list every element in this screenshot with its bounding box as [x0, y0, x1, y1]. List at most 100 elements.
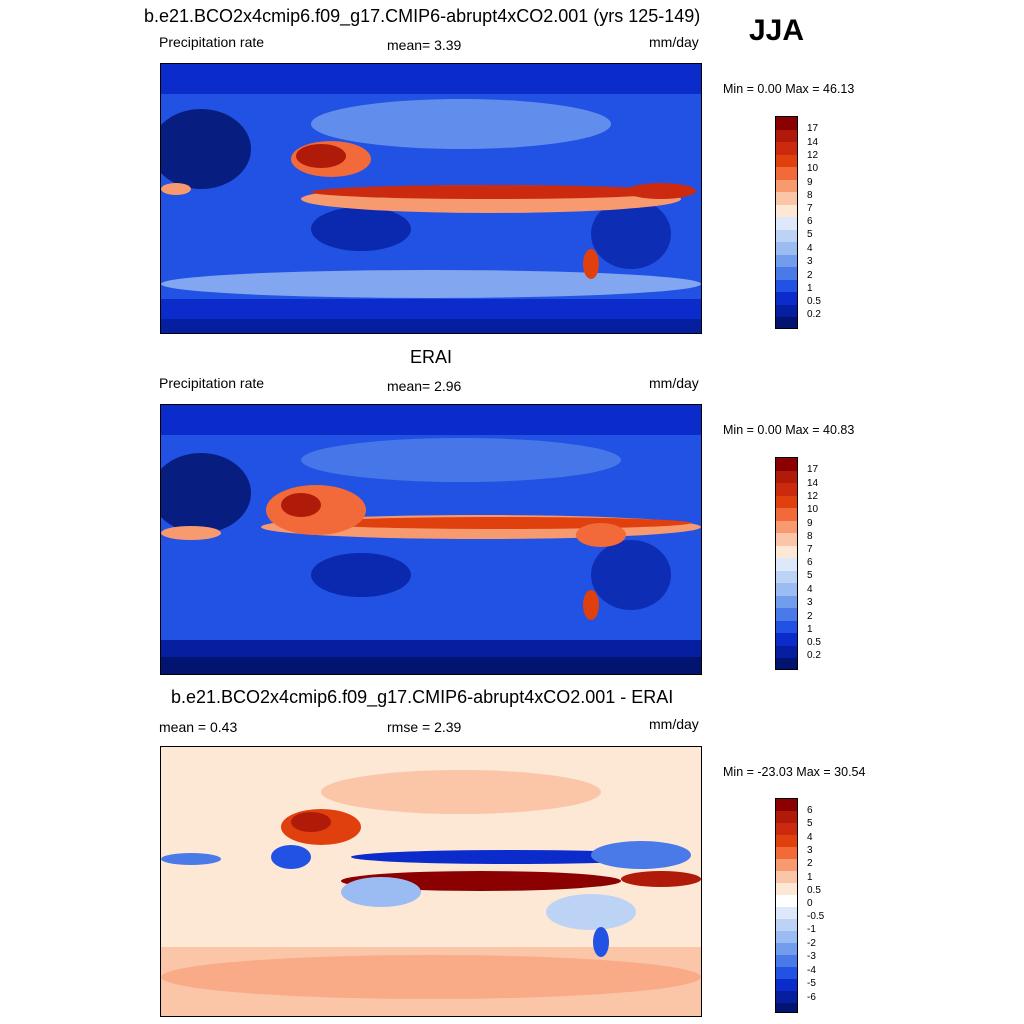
- panel1-mean-label: mean= 3.39: [387, 37, 462, 53]
- panel2-colorbar-swatch: [776, 520, 797, 533]
- panel2-colorbar-swatch: [776, 483, 797, 496]
- panel2-colorbar-swatch: [776, 633, 797, 646]
- panel3-colorbar-swatch: [776, 799, 797, 811]
- colorbar-tick-label: 9: [807, 177, 813, 188]
- panel3-colorbar-swatch: [776, 1003, 797, 1012]
- colorbar-tick-label: 14: [807, 478, 819, 489]
- colorbar-tick-label: 1: [807, 624, 813, 635]
- panel3-colorbar-swatch: [776, 979, 797, 991]
- panel1-colorbar-swatch: [776, 279, 797, 292]
- panel2-colorbar-swatch: [776, 608, 797, 621]
- colorbar-tick-label: 7: [807, 203, 813, 214]
- panel1-colorbar-swatch: [776, 254, 797, 267]
- panel3-title: b.e21.BCO2x4cmip6.f09_g17.CMIP6-abrupt4x…: [171, 687, 674, 707]
- panel2-units-label: mm/day: [649, 375, 699, 391]
- season-label: JJA: [749, 14, 805, 47]
- panel3-colorbar-swatch: [776, 823, 797, 835]
- panel3-colorbar-swatch: [776, 991, 797, 1003]
- panel2-colorbar-swatch: [776, 645, 797, 658]
- colorbar-tick-label: 2: [807, 858, 813, 869]
- colorbar-tick-label: 7: [807, 544, 813, 555]
- panel1-colorbar-swatch: [776, 167, 797, 180]
- panel3-colorbar-swatch: [776, 907, 797, 919]
- colorbar-tick-label: 3: [807, 845, 813, 856]
- panel1-colorbar-swatch: [776, 154, 797, 167]
- colorbar-tick-label: 3: [807, 256, 813, 267]
- panel1-colorbar-swatch: [776, 304, 797, 317]
- panel3-mean-label: mean = 0.43: [159, 719, 238, 735]
- panel1-colorbar-swatch: [776, 179, 797, 192]
- panel3-colorbar-swatch: [776, 847, 797, 859]
- panel3-map: [160, 746, 702, 1017]
- panel2-colorbar-swatch: [776, 583, 797, 596]
- panel1-colorbar-swatch: [776, 142, 797, 155]
- panel1-colorbar-swatch: [776, 267, 797, 280]
- colorbar-tick-label: -2: [807, 938, 816, 949]
- colorbar-tick-label: -4: [807, 965, 816, 976]
- panel2-colorbar-swatch: [776, 458, 797, 471]
- colorbar-tick-label: 10: [807, 504, 819, 515]
- panel1-colorbar-swatch: [776, 129, 797, 142]
- panel3-colorbar-swatch: [776, 859, 797, 871]
- panel2-colorbar-swatch: [776, 658, 797, 669]
- panel1-colorbar-swatch: [776, 217, 797, 230]
- colorbar-tick-label: 10: [807, 163, 819, 174]
- panel1-colorbar-swatch: [776, 229, 797, 242]
- colorbar-tick-label: 2: [807, 611, 813, 622]
- panel2-colorbar: [775, 457, 798, 670]
- colorbar-tick-label: 0.2: [807, 309, 821, 320]
- panel2-colorbar-swatch: [776, 470, 797, 483]
- panel1-variable-label: Precipitation rate: [159, 34, 265, 50]
- panel3-colorbar-swatch: [776, 919, 797, 931]
- colorbar-tick-label: 0.2: [807, 650, 821, 661]
- colorbar-tick-label: 6: [807, 216, 813, 227]
- colorbar-tick-label: 9: [807, 518, 813, 529]
- panel2-title: ERAI: [410, 347, 453, 367]
- panel3-colorbar-swatch: [776, 967, 797, 979]
- colorbar-tick-label: 1: [807, 872, 813, 883]
- colorbar-tick-label: 17: [807, 464, 819, 475]
- colorbar-tick-label: 12: [807, 150, 819, 161]
- panel1-title: b.e21.BCO2x4cmip6.f09_g17.CMIP6-abrupt4x…: [144, 6, 701, 26]
- colorbar-tick-label: -0.5: [807, 911, 825, 922]
- colorbar-tick-label: -6: [807, 992, 816, 1003]
- panel3-colorbar-swatch: [776, 811, 797, 823]
- panel1-colorbar-swatch: [776, 204, 797, 217]
- panel3-minmax-label: Min = -23.03 Max = 30.54: [723, 765, 866, 779]
- colorbar-tick-label: 0: [807, 898, 813, 909]
- panel1-colorbar-swatch: [776, 317, 797, 328]
- colorbar-tick-label: 5: [807, 570, 813, 581]
- colorbar-tick-label: 4: [807, 832, 813, 843]
- panel2-colorbar-swatch: [776, 545, 797, 558]
- colorbar-tick-label: 8: [807, 531, 813, 542]
- colorbar-tick-label: -5: [807, 978, 816, 989]
- panel1-colorbar: [775, 116, 798, 329]
- panel2-colorbar-swatch: [776, 495, 797, 508]
- panel1-colorbar-swatch: [776, 117, 797, 130]
- panel2-colorbar-swatch: [776, 533, 797, 546]
- panel2-variable-label: Precipitation rate: [159, 375, 265, 391]
- panel1-colorbar-swatch: [776, 192, 797, 205]
- panel2-colorbar-swatch: [776, 620, 797, 633]
- panel2-colorbar-swatch: [776, 595, 797, 608]
- panel3-colorbar-swatch: [776, 943, 797, 955]
- panel2-colorbar-swatch: [776, 558, 797, 571]
- colorbar-tick-label: 17: [807, 123, 819, 134]
- colorbar-tick-label: 0.5: [807, 885, 821, 896]
- panel3-colorbar: [775, 798, 798, 1013]
- colorbar-tick-label: 3: [807, 597, 813, 608]
- panel3-colorbar-swatch: [776, 931, 797, 943]
- colorbar-tick-label: 6: [807, 557, 813, 568]
- colorbar-tick-label: 5: [807, 818, 813, 829]
- colorbar-tick-label: -1: [807, 924, 816, 935]
- panel2-mean-label: mean= 2.96: [387, 378, 462, 394]
- colorbar-tick-label: 5: [807, 229, 813, 240]
- panel2-colorbar-swatch: [776, 508, 797, 521]
- panel3-colorbar-swatch: [776, 871, 797, 883]
- colorbar-tick-label: 4: [807, 584, 813, 595]
- colorbar-tick-label: 12: [807, 491, 819, 502]
- panel3-colorbar-swatch: [776, 895, 797, 907]
- panel1-units-label: mm/day: [649, 34, 699, 50]
- panel2-map: [160, 404, 702, 675]
- panel3-colorbar-swatch: [776, 883, 797, 895]
